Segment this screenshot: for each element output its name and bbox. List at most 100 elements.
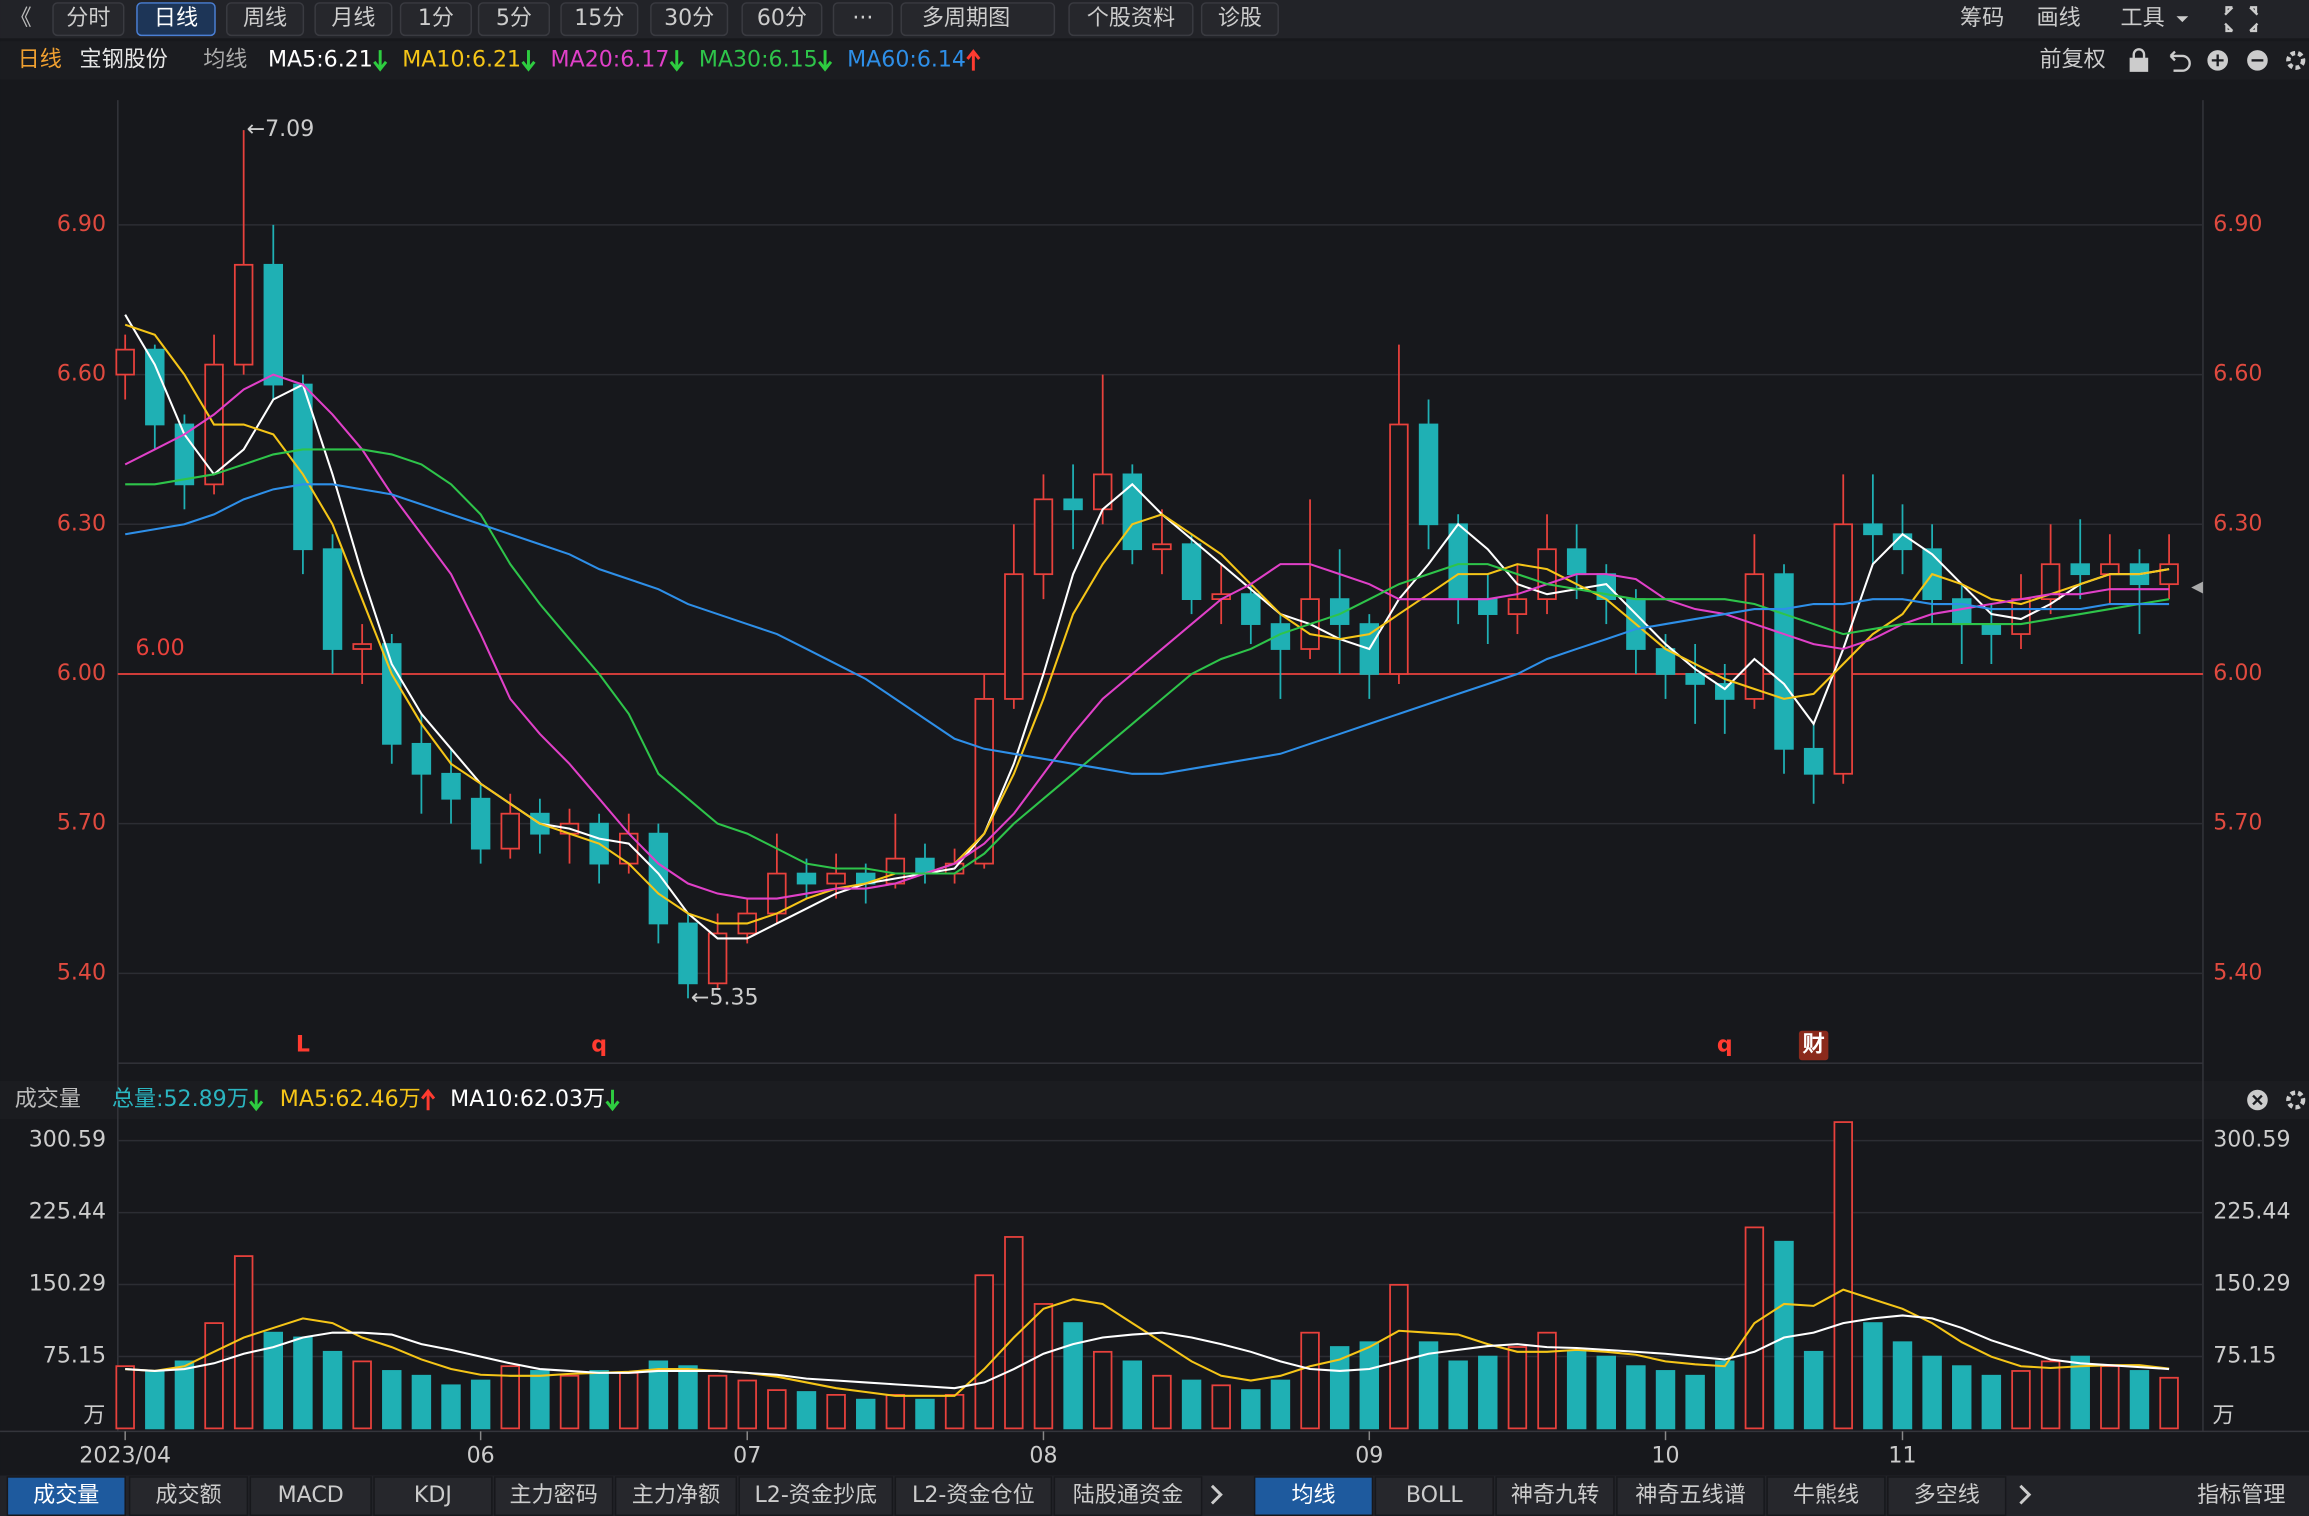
adjust[interactable]: 前复权: [2040, 47, 2106, 72]
volume-settings-icon[interactable]: [2286, 1090, 2306, 1110]
indicator-label[interactable]: 主力净额: [632, 1483, 720, 1508]
volume-bar: [1478, 1355, 1498, 1430]
candle-body: [263, 263, 284, 386]
tab-button[interactable]: [399, 2, 472, 37]
indicator-tab[interactable]: [1053, 1476, 1203, 1516]
indicator-tab[interactable]: [614, 1476, 738, 1516]
volume-bar: [293, 1336, 313, 1430]
fullscreen-icon[interactable]: [2224, 6, 2259, 33]
y-tick-label-right: 150.29: [2213, 1272, 2290, 1297]
indicator-label[interactable]: 均线: [1291, 1483, 1335, 1508]
tab-label[interactable]: ···: [852, 6, 873, 31]
tab-button[interactable]: [650, 2, 729, 37]
candle-body: [1981, 623, 2002, 635]
tab-label[interactable]: 1分: [418, 6, 454, 31]
tab-button[interactable]: [1200, 2, 1279, 37]
candle-body: [470, 797, 491, 850]
candle-body: [1507, 598, 1528, 615]
indicator-tab[interactable]: [1766, 1476, 1886, 1516]
volume-bar: [115, 1365, 135, 1430]
ma-legend: MA5:6.21: [268, 47, 373, 72]
tab-button[interactable]: [52, 2, 125, 37]
more-chevrons[interactable]: [1210, 1484, 2032, 1505]
indicator-tab[interactable]: [1374, 1476, 1494, 1516]
candle-body: [1566, 548, 1587, 576]
indicator-label[interactable]: L2-资金抄底: [754, 1483, 877, 1508]
ma-line: [125, 483, 2170, 775]
indicator-tab[interactable]: [249, 1476, 372, 1516]
indicator-tab[interactable]: [1495, 1476, 1615, 1516]
tab-label[interactable]: 日线: [154, 6, 198, 31]
indicator-manage[interactable]: 指标管理: [2197, 1483, 2285, 1508]
indicator-tab[interactable]: [1887, 1476, 2007, 1516]
tab-button[interactable]: [136, 2, 216, 37]
indicator-tab[interactable]: [738, 1476, 894, 1516]
volume-bar: [1329, 1346, 1350, 1430]
y-tick-label: 6.90: [57, 212, 106, 237]
volume-bar: [1418, 1341, 1439, 1430]
indicator-label[interactable]: 陆股通资金: [1073, 1483, 1183, 1508]
tool-label[interactable]: 筹码: [1960, 6, 2004, 31]
indicator-tab[interactable]: [6, 1476, 126, 1516]
indicator-tab[interactable]: [128, 1476, 249, 1516]
tab-label[interactable]: 诊股: [1218, 6, 1262, 31]
lock-icon[interactable]: [2129, 57, 2149, 72]
candle-body: [411, 742, 432, 775]
volume-bar: [707, 1374, 728, 1430]
ma-legend: MA10:6.21: [402, 47, 521, 72]
tab-button[interactable]: [741, 2, 823, 37]
volume-bar: [1092, 1350, 1113, 1430]
tab-button[interactable]: [477, 2, 551, 37]
extreme-label: ←5.35: [691, 985, 759, 1010]
candle-body: [441, 772, 461, 800]
tab-label[interactable]: 个股资料: [1087, 6, 1175, 31]
tab-label[interactable]: 60分: [757, 6, 807, 31]
y-tick-label: 6.00: [57, 661, 106, 686]
indicator-label[interactable]: 成交量: [33, 1483, 99, 1508]
extreme-label: ←7.09: [247, 117, 315, 142]
unit-label: 万: [83, 1404, 105, 1429]
tab-button[interactable]: [226, 2, 305, 37]
indicator-label[interactable]: 神奇五线谱: [1635, 1483, 1745, 1508]
tab-label[interactable]: 周线: [243, 6, 287, 31]
indicator-label[interactable]: MACD: [278, 1483, 344, 1508]
tab-label[interactable]: 5分: [496, 6, 532, 31]
back-button[interactable]: 《: [10, 6, 32, 31]
undo-icon[interactable]: [2169, 50, 2191, 72]
indicator-label[interactable]: 主力密码: [510, 1483, 598, 1508]
tab-label[interactable]: 分时: [66, 6, 110, 31]
signal-marker[interactable]: 财: [1803, 1033, 1825, 1058]
tab-label[interactable]: 15分: [574, 6, 624, 31]
tool-label[interactable]: 工具: [2121, 6, 2165, 31]
candle-body: [145, 348, 165, 426]
tab-button[interactable]: [1068, 2, 1194, 37]
indicator-label[interactable]: BOLL: [1406, 1483, 1463, 1508]
volume-bar: [559, 1374, 580, 1430]
tab-label[interactable]: 月线: [331, 6, 375, 31]
indicator-tab[interactable]: [494, 1476, 614, 1516]
indicator-tab[interactable]: [373, 1476, 493, 1516]
tool-label[interactable]: 画线: [2037, 6, 2081, 31]
tab-button[interactable]: [314, 2, 393, 37]
indicator-tab[interactable]: [894, 1476, 1053, 1516]
indicator-tab[interactable]: [1616, 1476, 1765, 1516]
indicator-tab[interactable]: [1253, 1476, 1374, 1516]
tab-label[interactable]: 30分: [664, 6, 714, 31]
indicator-label[interactable]: KDJ: [414, 1483, 452, 1508]
indicator-label[interactable]: 成交额: [155, 1483, 221, 1508]
tab-button[interactable]: [560, 2, 639, 37]
tab-button[interactable]: [900, 2, 1056, 37]
trend-arrow: [966, 49, 981, 71]
indicator-label[interactable]: 神奇九转: [1511, 1483, 1599, 1508]
volume-bar: [619, 1371, 639, 1430]
settings-icon[interactable]: [2286, 50, 2306, 70]
volume-bar: [1241, 1389, 1261, 1430]
tab-button[interactable]: [832, 2, 894, 37]
volume-bar: [1033, 1303, 1054, 1430]
tab-label[interactable]: 多周期图: [922, 6, 1010, 31]
indicator-label[interactable]: L2-资金仓位: [912, 1483, 1035, 1508]
candle-body: [1478, 598, 1498, 615]
indicator-label[interactable]: 牛熊线: [1793, 1483, 1859, 1508]
indicator-label[interactable]: 多空线: [1914, 1483, 1980, 1508]
